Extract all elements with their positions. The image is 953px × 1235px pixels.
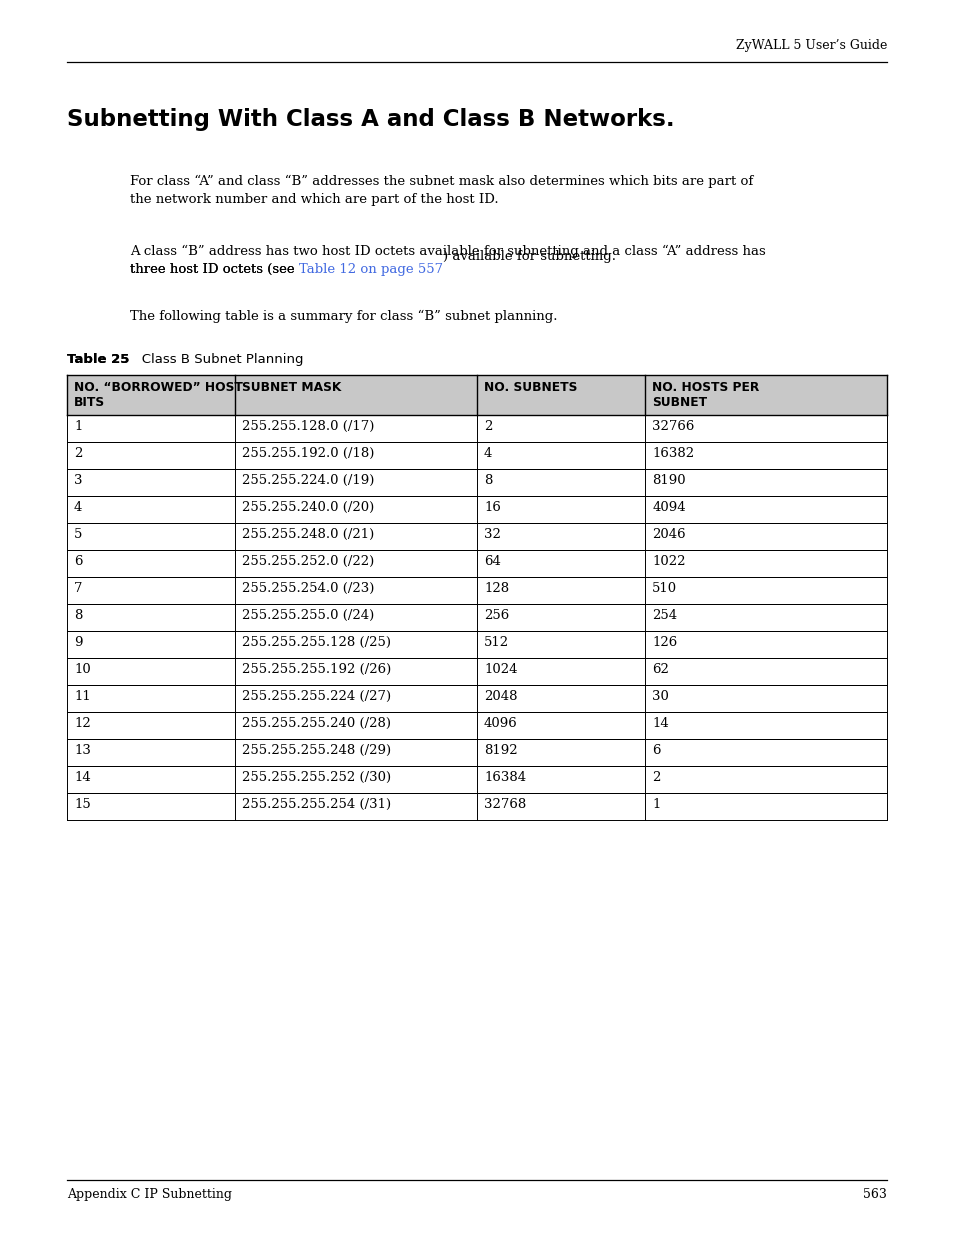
Text: Table 25: Table 25 <box>67 353 130 366</box>
Text: 512: 512 <box>483 636 509 650</box>
Text: 3: 3 <box>74 474 82 487</box>
Text: 9: 9 <box>74 636 82 650</box>
Text: 2: 2 <box>483 420 492 433</box>
Text: 255.255.255.224 (/27): 255.255.255.224 (/27) <box>242 690 391 703</box>
Text: 30: 30 <box>652 690 668 703</box>
Text: 255.255.255.248 (/29): 255.255.255.248 (/29) <box>242 743 391 757</box>
Text: 7: 7 <box>74 582 82 595</box>
Text: 255.255.254.0 (/23): 255.255.254.0 (/23) <box>242 582 375 595</box>
Text: 4: 4 <box>74 501 82 514</box>
Text: 255.255.248.0 (/21): 255.255.248.0 (/21) <box>242 529 374 541</box>
Text: 256: 256 <box>483 609 509 622</box>
Text: 6: 6 <box>652 743 659 757</box>
Text: 6: 6 <box>74 555 82 568</box>
Text: 254: 254 <box>652 609 677 622</box>
Text: 563: 563 <box>862 1188 886 1200</box>
Text: 8190: 8190 <box>652 474 685 487</box>
Bar <box>67 713 886 739</box>
Text: 1: 1 <box>652 798 659 811</box>
Bar <box>67 375 886 415</box>
Text: 32: 32 <box>483 529 500 541</box>
Text: 8: 8 <box>74 609 82 622</box>
Text: 255.255.255.254 (/31): 255.255.255.254 (/31) <box>242 798 391 811</box>
Text: 255.255.255.192 (/26): 255.255.255.192 (/26) <box>242 663 391 676</box>
Bar <box>67 522 886 550</box>
Text: 255.255.192.0 (/18): 255.255.192.0 (/18) <box>242 447 375 459</box>
Bar <box>67 496 886 522</box>
Text: 8192: 8192 <box>483 743 517 757</box>
Text: 255.255.240.0 (/20): 255.255.240.0 (/20) <box>242 501 374 514</box>
Text: 16384: 16384 <box>483 771 525 784</box>
Text: the network number and which are part of the host ID.: the network number and which are part of… <box>130 193 498 206</box>
Bar <box>67 604 886 631</box>
Bar <box>67 442 886 469</box>
Text: NO. SUBNETS: NO. SUBNETS <box>483 382 577 394</box>
Text: 2: 2 <box>652 771 659 784</box>
Text: 14: 14 <box>652 718 668 730</box>
Text: 4: 4 <box>483 447 492 459</box>
Text: 64: 64 <box>483 555 500 568</box>
Text: Table 25: Table 25 <box>67 353 130 366</box>
Text: 255.255.255.252 (/30): 255.255.255.252 (/30) <box>242 771 391 784</box>
Text: For class “A” and class “B” addresses the subnet mask also determines which bits: For class “A” and class “B” addresses th… <box>130 175 753 188</box>
Text: 1024: 1024 <box>483 663 517 676</box>
Text: 126: 126 <box>652 636 677 650</box>
Text: ) available for subnetting.: ) available for subnetting. <box>442 249 616 263</box>
Text: 255.255.255.128 (/25): 255.255.255.128 (/25) <box>242 636 391 650</box>
Text: 32768: 32768 <box>483 798 526 811</box>
Bar <box>67 658 886 685</box>
Text: 12: 12 <box>74 718 91 730</box>
Bar <box>67 577 886 604</box>
Text: 15: 15 <box>74 798 91 811</box>
Text: 2: 2 <box>74 447 82 459</box>
Text: A class “B” address has two host ID octets available for subnetting and a class : A class “B” address has two host ID octe… <box>130 245 765 258</box>
Text: 5: 5 <box>74 529 82 541</box>
Text: 510: 510 <box>652 582 677 595</box>
Text: 13: 13 <box>74 743 91 757</box>
Bar <box>67 415 886 442</box>
Text: 255.255.252.0 (/22): 255.255.252.0 (/22) <box>242 555 374 568</box>
Text: The following table is a summary for class “B” subnet planning.: The following table is a summary for cla… <box>130 310 557 324</box>
Bar <box>67 766 886 793</box>
Text: Class B Subnet Planning: Class B Subnet Planning <box>130 353 304 366</box>
Text: 16: 16 <box>483 501 500 514</box>
Bar <box>67 469 886 496</box>
Text: 11: 11 <box>74 690 91 703</box>
Text: 4096: 4096 <box>483 718 517 730</box>
Text: 14: 14 <box>74 771 91 784</box>
Text: NO. “BORROWED” HOST
BITS: NO. “BORROWED” HOST BITS <box>74 382 243 410</box>
Bar <box>67 550 886 577</box>
Text: 10: 10 <box>74 663 91 676</box>
Text: 255.255.255.240 (/28): 255.255.255.240 (/28) <box>242 718 391 730</box>
Text: 128: 128 <box>483 582 509 595</box>
Text: 2046: 2046 <box>652 529 685 541</box>
Bar <box>67 739 886 766</box>
Text: 8: 8 <box>483 474 492 487</box>
Text: three host ID octets (see: three host ID octets (see <box>130 263 298 275</box>
Text: 255.255.128.0 (/17): 255.255.128.0 (/17) <box>242 420 375 433</box>
Text: 62: 62 <box>652 663 668 676</box>
Text: 4094: 4094 <box>652 501 685 514</box>
Text: 1022: 1022 <box>652 555 685 568</box>
Text: 16382: 16382 <box>652 447 694 459</box>
Text: 2048: 2048 <box>483 690 517 703</box>
Text: SUBNET MASK: SUBNET MASK <box>242 382 341 394</box>
Text: three host ID octets (see: three host ID octets (see <box>130 263 298 275</box>
Text: NO. HOSTS PER
SUBNET: NO. HOSTS PER SUBNET <box>652 382 759 410</box>
Text: ZyWALL 5 User’s Guide: ZyWALL 5 User’s Guide <box>735 40 886 52</box>
Text: 1: 1 <box>74 420 82 433</box>
Text: Appendix C IP Subnetting: Appendix C IP Subnetting <box>67 1188 232 1200</box>
Text: Table 12 on page 557: Table 12 on page 557 <box>298 263 442 275</box>
Text: 255.255.255.0 (/24): 255.255.255.0 (/24) <box>242 609 374 622</box>
Bar <box>67 685 886 713</box>
Text: 255.255.224.0 (/19): 255.255.224.0 (/19) <box>242 474 375 487</box>
Bar <box>67 631 886 658</box>
Text: Subnetting With Class A and Class B Networks.: Subnetting With Class A and Class B Netw… <box>67 107 674 131</box>
Text: 32766: 32766 <box>652 420 694 433</box>
Bar <box>67 793 886 820</box>
